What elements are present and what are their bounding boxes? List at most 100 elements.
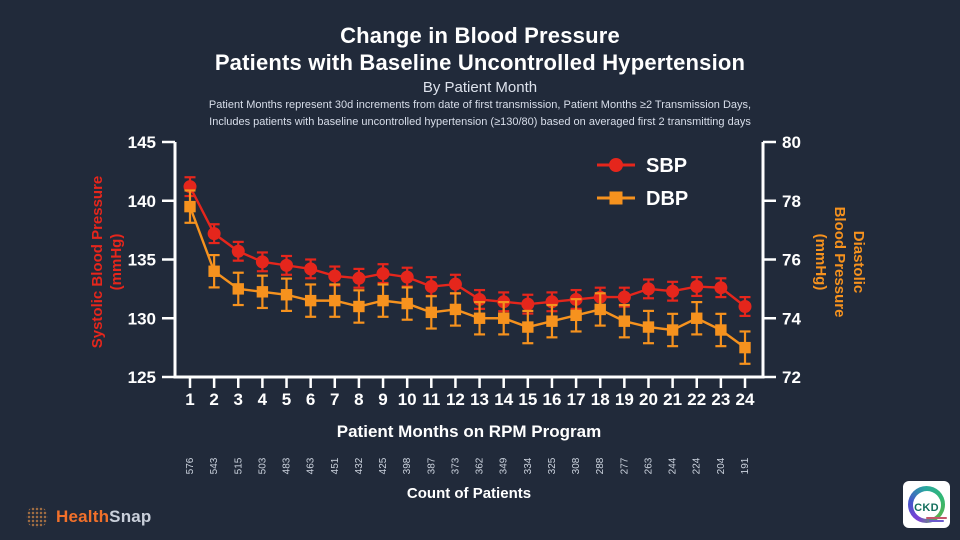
legend-label-dbp: DBP bbox=[646, 188, 688, 210]
count-value: 515 bbox=[233, 457, 244, 474]
data-point-dbp bbox=[449, 303, 462, 316]
healthsnap-globe-icon bbox=[26, 506, 48, 528]
right-tick-label: 74 bbox=[782, 309, 801, 328]
left-tick-label: 145 bbox=[128, 133, 156, 152]
month-label: 20 bbox=[639, 390, 658, 409]
data-point-dbp bbox=[256, 286, 269, 298]
ckd-label: CKD bbox=[914, 501, 939, 514]
data-point-sbp bbox=[738, 300, 752, 313]
right-tick-label: 72 bbox=[782, 368, 801, 387]
data-point-dbp bbox=[618, 315, 631, 327]
data-point-dbp bbox=[184, 200, 196, 213]
patient-counts-row: 576 543 515 503 483 463 451 432 425 398 387 373 362 3… bbox=[185, 457, 751, 474]
data-point-dbp bbox=[425, 306, 438, 319]
right-axis-title: Diastolic Blood Pressure (mmHg) bbox=[808, 142, 868, 382]
month-label: 6 bbox=[306, 390, 315, 409]
count-value: 576 bbox=[185, 457, 196, 474]
data-point-sbp bbox=[207, 227, 221, 241]
right-axis-title-line1: Diastolic bbox=[850, 230, 867, 294]
left-tick-label: 125 bbox=[128, 368, 156, 387]
data-point-sbp bbox=[666, 284, 680, 298]
right-tick-label: 76 bbox=[782, 251, 801, 270]
month-label: 13 bbox=[470, 390, 489, 409]
data-point-dbp bbox=[546, 315, 558, 327]
month-label: 5 bbox=[282, 390, 291, 409]
healthsnap-wordmark: HealthSnap bbox=[56, 507, 152, 527]
data-point-sbp bbox=[690, 280, 704, 294]
data-point-dbp bbox=[570, 309, 582, 322]
left-tick-label: 130 bbox=[128, 309, 156, 328]
right-tick-label: 80 bbox=[782, 133, 801, 152]
chart-axes bbox=[162, 140, 776, 388]
count-value: 244 bbox=[668, 457, 679, 474]
month-label: 3 bbox=[234, 390, 243, 409]
count-value: 325 bbox=[547, 457, 558, 474]
data-point-dbp bbox=[497, 312, 510, 324]
brand-snap-text: Snap bbox=[109, 507, 152, 526]
chart-title-line1: Change in Blood Pressure bbox=[340, 23, 620, 48]
count-value: 277 bbox=[619, 457, 630, 474]
data-point-dbp bbox=[739, 341, 751, 354]
data-point-sbp bbox=[231, 244, 245, 258]
chart-legend bbox=[597, 158, 635, 205]
data-point-dbp bbox=[329, 294, 341, 307]
count-value: 263 bbox=[643, 457, 654, 474]
month-label: 1 bbox=[185, 390, 194, 409]
data-point-dbp bbox=[473, 312, 486, 324]
month-label: 21 bbox=[663, 390, 682, 409]
left-axis-title-line1: Systolic Blood Pressure bbox=[89, 175, 106, 349]
ckd-fine-print bbox=[928, 519, 944, 522]
ckd-badge: CKD bbox=[903, 481, 950, 528]
month-label: 9 bbox=[378, 390, 387, 409]
left-tick-label: 135 bbox=[128, 251, 156, 270]
data-point-dbp bbox=[642, 321, 655, 333]
legend-marker-sbp bbox=[609, 158, 623, 172]
chart-series bbox=[183, 176, 752, 365]
brand-health-text: Health bbox=[56, 507, 110, 526]
data-point-sbp bbox=[714, 281, 728, 295]
month-label: 23 bbox=[711, 390, 730, 409]
chart-note-line2: Includes patients with baseline uncontro… bbox=[209, 116, 751, 128]
data-point-sbp bbox=[328, 269, 342, 283]
count-value: 503 bbox=[257, 457, 268, 474]
month-label: 2 bbox=[209, 390, 218, 409]
data-point-dbp bbox=[377, 294, 389, 307]
ckd-ring-icon: CKD bbox=[908, 486, 947, 523]
data-point-sbp bbox=[521, 297, 535, 311]
count-value: 373 bbox=[450, 457, 461, 474]
data-point-dbp bbox=[401, 297, 413, 310]
month-label: 24 bbox=[736, 390, 755, 409]
month-label: 11 bbox=[422, 390, 440, 409]
month-label: 22 bbox=[687, 390, 706, 409]
legend-marker-dbp bbox=[609, 191, 623, 205]
month-label: 12 bbox=[446, 390, 465, 409]
chart-header: Change in Blood Pressure Patients with B… bbox=[0, 22, 960, 130]
count-value: 349 bbox=[499, 457, 510, 474]
data-point-dbp bbox=[594, 303, 606, 316]
counts-title: Count of Patients bbox=[407, 485, 531, 502]
data-point-dbp bbox=[691, 312, 703, 324]
count-value: 191 bbox=[740, 457, 751, 474]
data-point-sbp bbox=[617, 290, 631, 304]
count-value: 543 bbox=[209, 457, 220, 474]
count-value: 334 bbox=[523, 457, 534, 474]
x-axis-title: Patient Months on RPM Program bbox=[337, 422, 601, 441]
right-tick-label: 78 bbox=[782, 192, 801, 211]
count-value: 432 bbox=[354, 457, 365, 474]
count-value: 398 bbox=[402, 457, 413, 474]
left-tick-label: 140 bbox=[128, 192, 156, 211]
month-label: 15 bbox=[518, 390, 537, 409]
data-point-dbp bbox=[715, 324, 727, 336]
ckd-ring-inner: CKD bbox=[912, 490, 947, 522]
month-label: 8 bbox=[354, 390, 363, 409]
data-point-dbp bbox=[353, 300, 365, 313]
data-point-sbp bbox=[448, 277, 462, 291]
left-axis-title: Systolic Blood Pressure (mmHg) bbox=[88, 142, 132, 382]
count-value: 425 bbox=[378, 457, 389, 474]
data-point-dbp bbox=[666, 324, 679, 336]
ckd-fine-print bbox=[925, 516, 947, 519]
month-label: 4 bbox=[258, 390, 268, 409]
data-point-sbp bbox=[255, 255, 269, 269]
